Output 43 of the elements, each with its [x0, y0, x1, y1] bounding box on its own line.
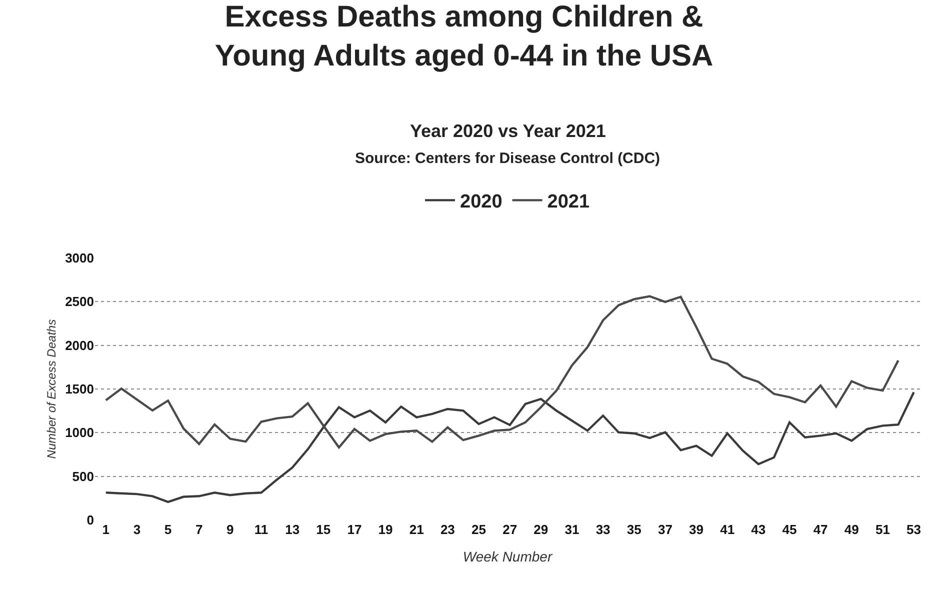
y-tick-label: 500 [72, 468, 94, 484]
x-tick-label: 33 [596, 522, 610, 537]
x-tick-label: 37 [658, 522, 672, 537]
x-tick-label: 9 [226, 522, 234, 537]
y-tick-label: 1000 [65, 425, 94, 440]
x-tick-label: 47 [813, 522, 828, 537]
source-note: Source: Centers for Disease Control (CDC) [355, 150, 660, 167]
x-tick-label: 31 [564, 522, 580, 537]
x-tick-label: 1 [102, 522, 110, 537]
x-tick-label: 35 [626, 522, 642, 537]
x-tick-label: 25 [472, 522, 486, 537]
x-tick-label: 51 [875, 522, 890, 537]
x-tick-label: 17 [347, 522, 362, 537]
x-tick-label: 27 [502, 522, 518, 537]
x-tick-label: 19 [378, 522, 393, 537]
y-tick-label: 0 [86, 512, 94, 528]
x-tick-label: 29 [534, 522, 548, 537]
x-axis-title: Week Number [462, 548, 554, 564]
x-tick-label: 49 [844, 522, 859, 537]
line-series [104, 391, 915, 504]
x-tick-label: 21 [409, 522, 424, 537]
x-tick-label: 23 [440, 522, 455, 537]
x-tick-label: 45 [782, 522, 797, 537]
x-tick-label: 53 [906, 522, 922, 537]
x-tick-label: 7 [195, 522, 203, 537]
legend-label: 2020 [460, 192, 502, 213]
x-tick-label: 3 [133, 522, 141, 537]
x-tick-label: 41 [720, 522, 735, 537]
line-series [104, 295, 900, 449]
legend-label: 2021 [547, 192, 590, 213]
y-tick-label: 1500 [65, 382, 94, 397]
chart-subtitle: Year 2020 vs Year 2021 [410, 121, 606, 141]
x-tick-label: 5 [164, 522, 172, 537]
y-tick-label: 3000 [65, 250, 94, 266]
x-tick-label: 43 [751, 522, 766, 537]
x-tick-label: 11 [254, 522, 268, 537]
x-tick-label: 39 [689, 522, 704, 537]
chart-title: Excess Deaths among Children & Young Adults aged 0-44 in the USA [214, 0, 714, 73]
x-tick-label: 13 [285, 522, 300, 537]
x-tick-label: 15 [316, 522, 331, 537]
y-tick-label: 2500 [65, 294, 94, 310]
y-axis-title: Number of Excess Deaths [44, 319, 58, 459]
y-tick-label: 2000 [65, 338, 94, 353]
